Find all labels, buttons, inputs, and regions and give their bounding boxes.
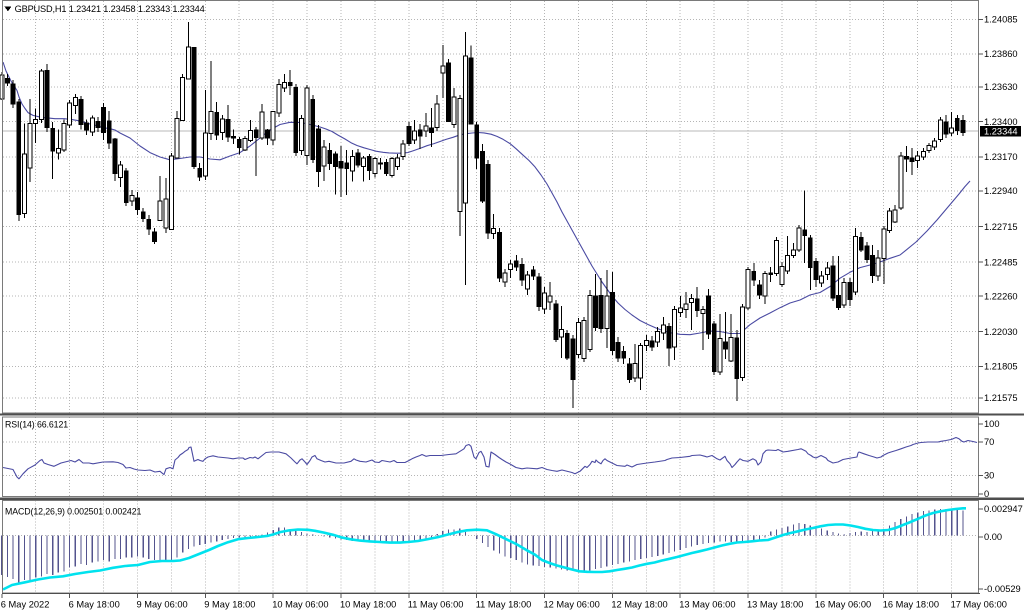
- svg-text:GBPUSD,H1 1.23421 1.23458 1.2: GBPUSD,H1 1.23421 1.23458 1.23343 1.2334…: [15, 4, 205, 14]
- svg-text:1.22940: 1.22940: [984, 186, 1018, 196]
- svg-text:-0.00529: -0.00529: [984, 584, 1021, 594]
- svg-text:1.23630: 1.23630: [984, 82, 1018, 92]
- svg-text:1.22715: 1.22715: [984, 222, 1018, 232]
- svg-text:100: 100: [984, 419, 1000, 429]
- svg-text:0.002947: 0.002947: [984, 504, 1023, 514]
- svg-text:9 May 18:00: 9 May 18:00: [204, 600, 255, 610]
- svg-text:1.23344: 1.23344: [984, 126, 1018, 136]
- svg-text:70: 70: [984, 437, 994, 447]
- svg-text:1.22260: 1.22260: [984, 291, 1018, 301]
- svg-text:16 May 06:00: 16 May 06:00: [815, 600, 871, 610]
- svg-text:10 May 06:00: 10 May 06:00: [272, 600, 328, 610]
- svg-text:16 May 18:00: 16 May 18:00: [883, 600, 939, 610]
- svg-text:10 May 18:00: 10 May 18:00: [340, 600, 396, 610]
- svg-text:17 May 06:00: 17 May 06:00: [951, 600, 1007, 610]
- svg-text:12 May 18:00: 12 May 18:00: [611, 600, 667, 610]
- svg-text:MACD(12,26,9) 0.002501 0.00242: MACD(12,26,9) 0.002501 0.002421: [5, 506, 141, 516]
- svg-text:13 May 18:00: 13 May 18:00: [747, 600, 803, 610]
- svg-text:6 May 18:00: 6 May 18:00: [69, 600, 120, 610]
- svg-text:1.21575: 1.21575: [984, 393, 1018, 403]
- svg-text:1.23400: 1.23400: [984, 117, 1018, 127]
- svg-text:1.22030: 1.22030: [984, 327, 1018, 337]
- svg-text:RSI(14) 66.6121: RSI(14) 66.6121: [5, 420, 68, 430]
- svg-text:1.22485: 1.22485: [984, 257, 1018, 267]
- svg-text:11 May 18:00: 11 May 18:00: [476, 600, 532, 610]
- svg-text:9 May 06:00: 9 May 06:00: [137, 600, 188, 610]
- svg-text:1.21805: 1.21805: [984, 362, 1018, 372]
- svg-text:6 May 2022: 6 May 2022: [1, 600, 50, 610]
- svg-text:11 May 06:00: 11 May 06:00: [408, 600, 464, 610]
- svg-text:0: 0: [984, 489, 989, 499]
- svg-text:1.23860: 1.23860: [984, 49, 1018, 59]
- svg-text:13 May 06:00: 13 May 06:00: [679, 600, 735, 610]
- svg-text:12 May 06:00: 12 May 06:00: [544, 600, 600, 610]
- svg-text:0.00: 0.00: [984, 532, 1002, 542]
- svg-text:1.23170: 1.23170: [984, 152, 1018, 162]
- svg-text:30: 30: [984, 471, 994, 481]
- svg-text:1.24085: 1.24085: [984, 15, 1018, 25]
